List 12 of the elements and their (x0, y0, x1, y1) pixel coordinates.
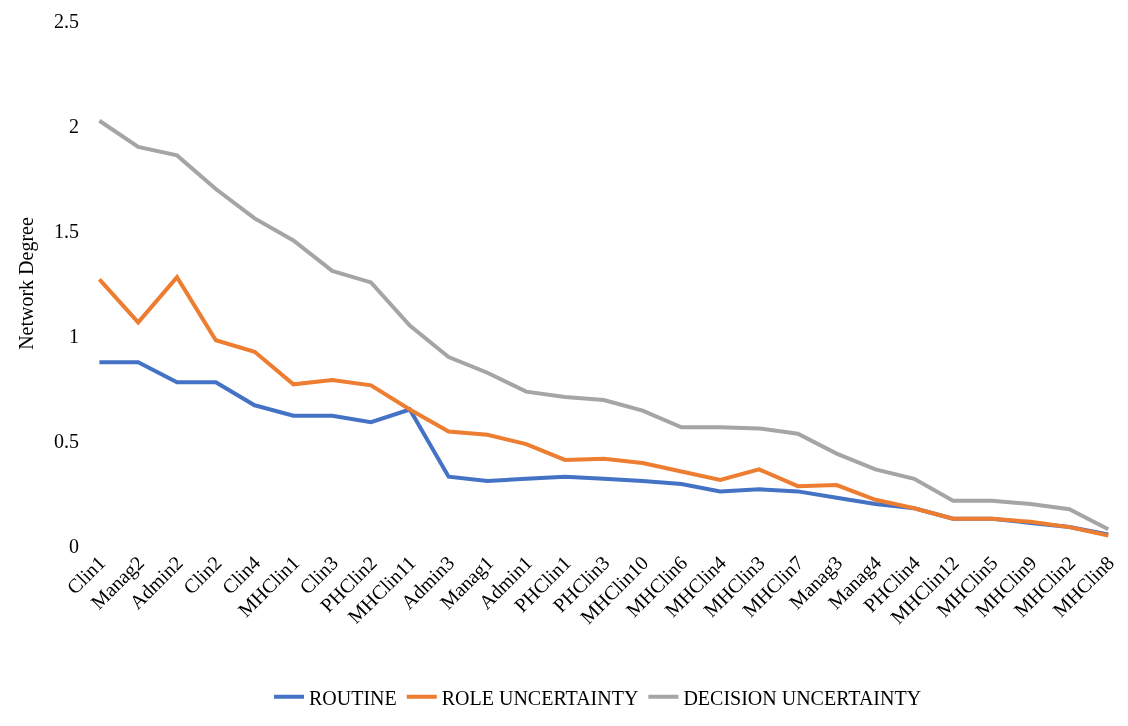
y-axis-title: Network Degree (14, 217, 38, 350)
y-tick-label: 2 (69, 115, 79, 137)
y-tick-label: 1 (69, 325, 79, 347)
y-tick-label: 0 (69, 535, 79, 557)
line-series (97, 118, 1111, 532)
y-tick-label: 1.5 (54, 220, 79, 242)
legend-label: ROLE UNCERTAINTY (441, 686, 639, 709)
line-series (97, 275, 1111, 538)
legend-label: DECISION UNCERTAINTY (683, 686, 922, 709)
y-tick-label: 0.5 (54, 430, 79, 452)
legend-label: ROUTINE (309, 686, 397, 709)
y-tick-label: 2.5 (54, 10, 79, 32)
